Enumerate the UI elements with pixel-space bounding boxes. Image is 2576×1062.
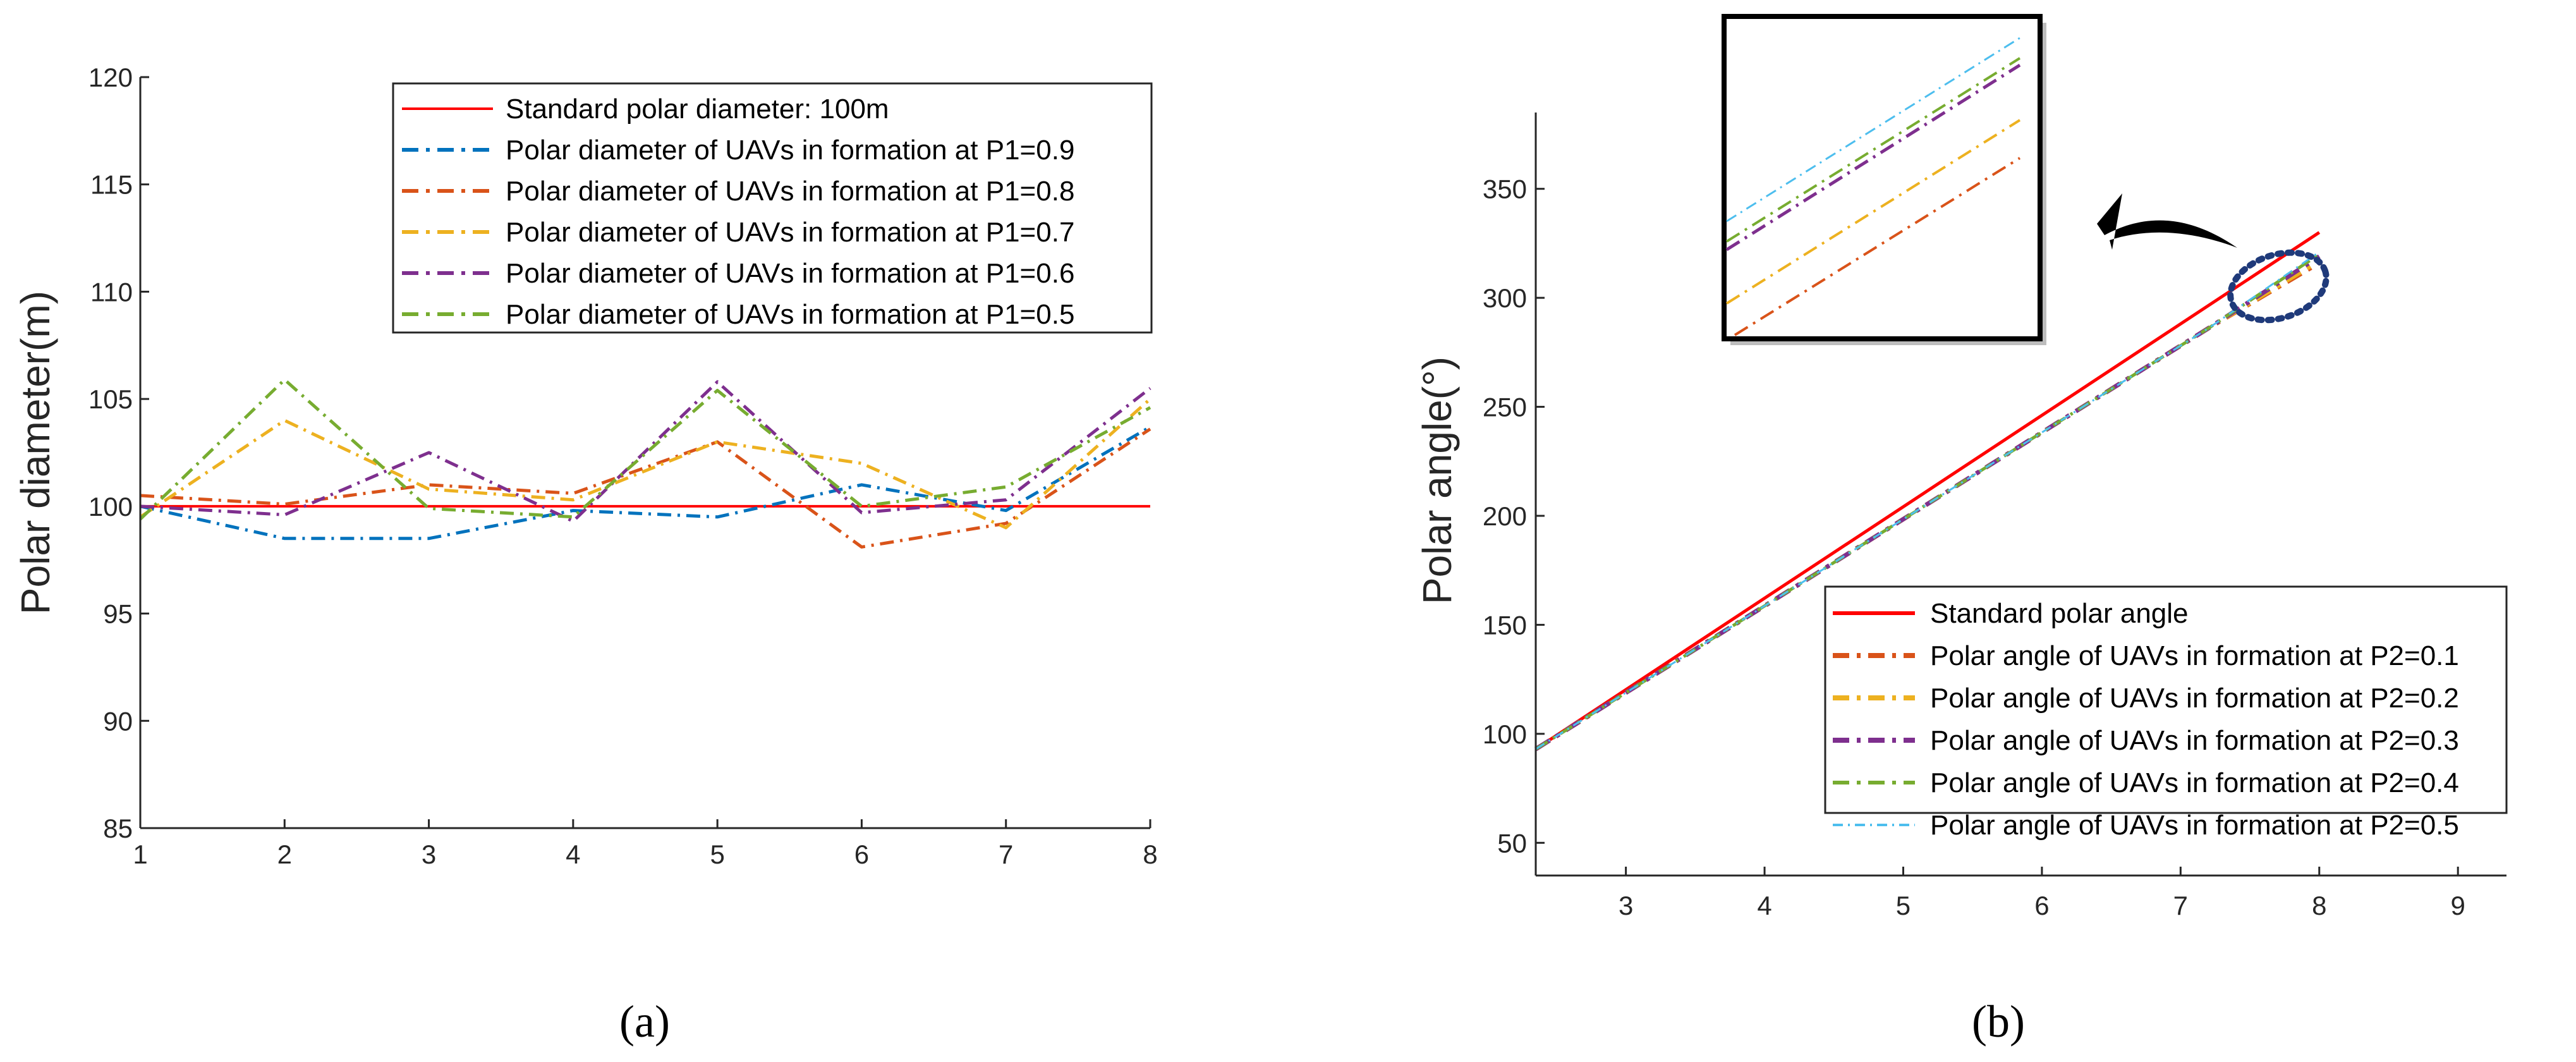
b-series-line-0: [1534, 231, 2321, 751]
chart-a: 85 90 95 100 105 110 115 120 1 2 3 4 5 6 7 8 Polar diam…: [13, 63, 1158, 1047]
a-legend-box: [392, 82, 1153, 334]
a-ytick-label: 110: [90, 277, 133, 307]
inset-line-p2-0.4: [1725, 57, 2021, 243]
caption-b: (b): [1972, 996, 2025, 1047]
b-legend-label-4: Polar angle of UAVs in formation at P2=0…: [1930, 767, 2459, 798]
b-legend-label-0: Standard polar angle: [1930, 598, 2189, 629]
b-xtick-label: 6: [2034, 891, 2049, 920]
b-legend-label-1: Polar angle of UAVs in formation at P2=0…: [1930, 640, 2459, 671]
a-xtick-label: 2: [277, 839, 292, 869]
b-series-line-4: [1534, 253, 2321, 751]
a-series-line-4: [140, 380, 1151, 523]
a-xtick-label: 7: [999, 839, 1013, 869]
a-legend-label-5: Polar diameter of UAVs in formation at P…: [506, 299, 1074, 330]
b-xtick-label: 7: [2173, 891, 2188, 920]
a-legend-label-3: Polar diameter of UAVs in formation at P…: [506, 217, 1074, 248]
a-y-axis-label: Polar diameter(m): [13, 291, 58, 614]
a-xtick-label: 3: [422, 839, 436, 869]
a-ytick-label: 105: [88, 384, 133, 414]
a-legend-label-0: Standard polar diameter: 100m: [506, 94, 889, 125]
b-y-axis-label: Polar angle(°): [1414, 357, 1460, 604]
b-ytick-label: 50: [1497, 828, 1527, 858]
b-ytick-label: 300: [1483, 283, 1527, 313]
b-ytick-label: 100: [1483, 719, 1527, 749]
a-legend: Standard polar diameter: 100m Polar diame…: [392, 82, 1153, 334]
a-xtick-label: 8: [1143, 839, 1157, 869]
a-series-line-1: [140, 425, 1151, 540]
inset-line-p2-0.2: [1725, 119, 2021, 305]
b-legend-box: [1824, 585, 2508, 814]
a-legend-label-4: Polar diameter of UAVs in formation at P…: [506, 258, 1074, 289]
b-xtick-label: 8: [2312, 891, 2326, 920]
a-series-line-5: [139, 378, 1151, 520]
a-ytick-label: 85: [103, 814, 133, 843]
b-legend: Standard polar angle Polar angle of UAVs …: [1824, 585, 2508, 841]
a-xtick-label: 1: [133, 839, 147, 869]
a-ytick-label: 95: [103, 599, 133, 629]
b-xtick-label: 3: [1619, 891, 1633, 920]
b-legend-label-2: Polar angle of UAVs in formation at P2=0…: [1930, 683, 2459, 714]
a-xtick-label: 4: [566, 839, 580, 869]
b-legend-label-5: Polar angle of UAVs in formation at P2=0…: [1930, 810, 2459, 841]
a-ytick-label: 115: [90, 170, 133, 200]
b-ytick-label: 200: [1483, 501, 1527, 531]
b-xtick-label: 4: [1757, 891, 1771, 920]
inset-frame: [1722, 14, 2043, 341]
b-ytick-label: 250: [1483, 393, 1527, 422]
a-ytick-label: 100: [88, 492, 133, 522]
b-ytick-label: 150: [1483, 610, 1527, 640]
a-ytick-label: 120: [88, 63, 133, 92]
inset-line-p2-0.3: [1725, 63, 2021, 252]
b-legend-label-3: Polar angle of UAVs in formation at P2=0…: [1930, 725, 2459, 756]
caption-a: (a): [619, 996, 670, 1047]
b-xtick-label: 9: [2451, 891, 2465, 920]
a-xtick-label: 5: [710, 839, 724, 869]
zoom-inset: [1722, 14, 2046, 345]
b-xtick-label: 5: [1896, 891, 1911, 920]
a-legend-label-1: Polar diameter of UAVs in formation at P…: [506, 135, 1074, 166]
a-xtick-label: 6: [854, 839, 869, 869]
a-series-line-3: [139, 398, 1151, 530]
chart-b: 50 100 150 200 250 300 350 3 4 5 6 7 8 9 Polar angle(…: [1414, 14, 2508, 1047]
zoom-arrow-icon: [2097, 193, 2237, 250]
b-ytick-label: 350: [1483, 174, 1527, 204]
inset-line-p2-0.1: [1734, 157, 2021, 336]
inset-line-p2-0.5: [1726, 37, 2020, 223]
zoom-region-ellipse: [2227, 249, 2330, 324]
a-legend-label-2: Polar diameter of UAVs in formation at P…: [506, 176, 1074, 207]
a-ytick-label: 90: [103, 706, 133, 736]
